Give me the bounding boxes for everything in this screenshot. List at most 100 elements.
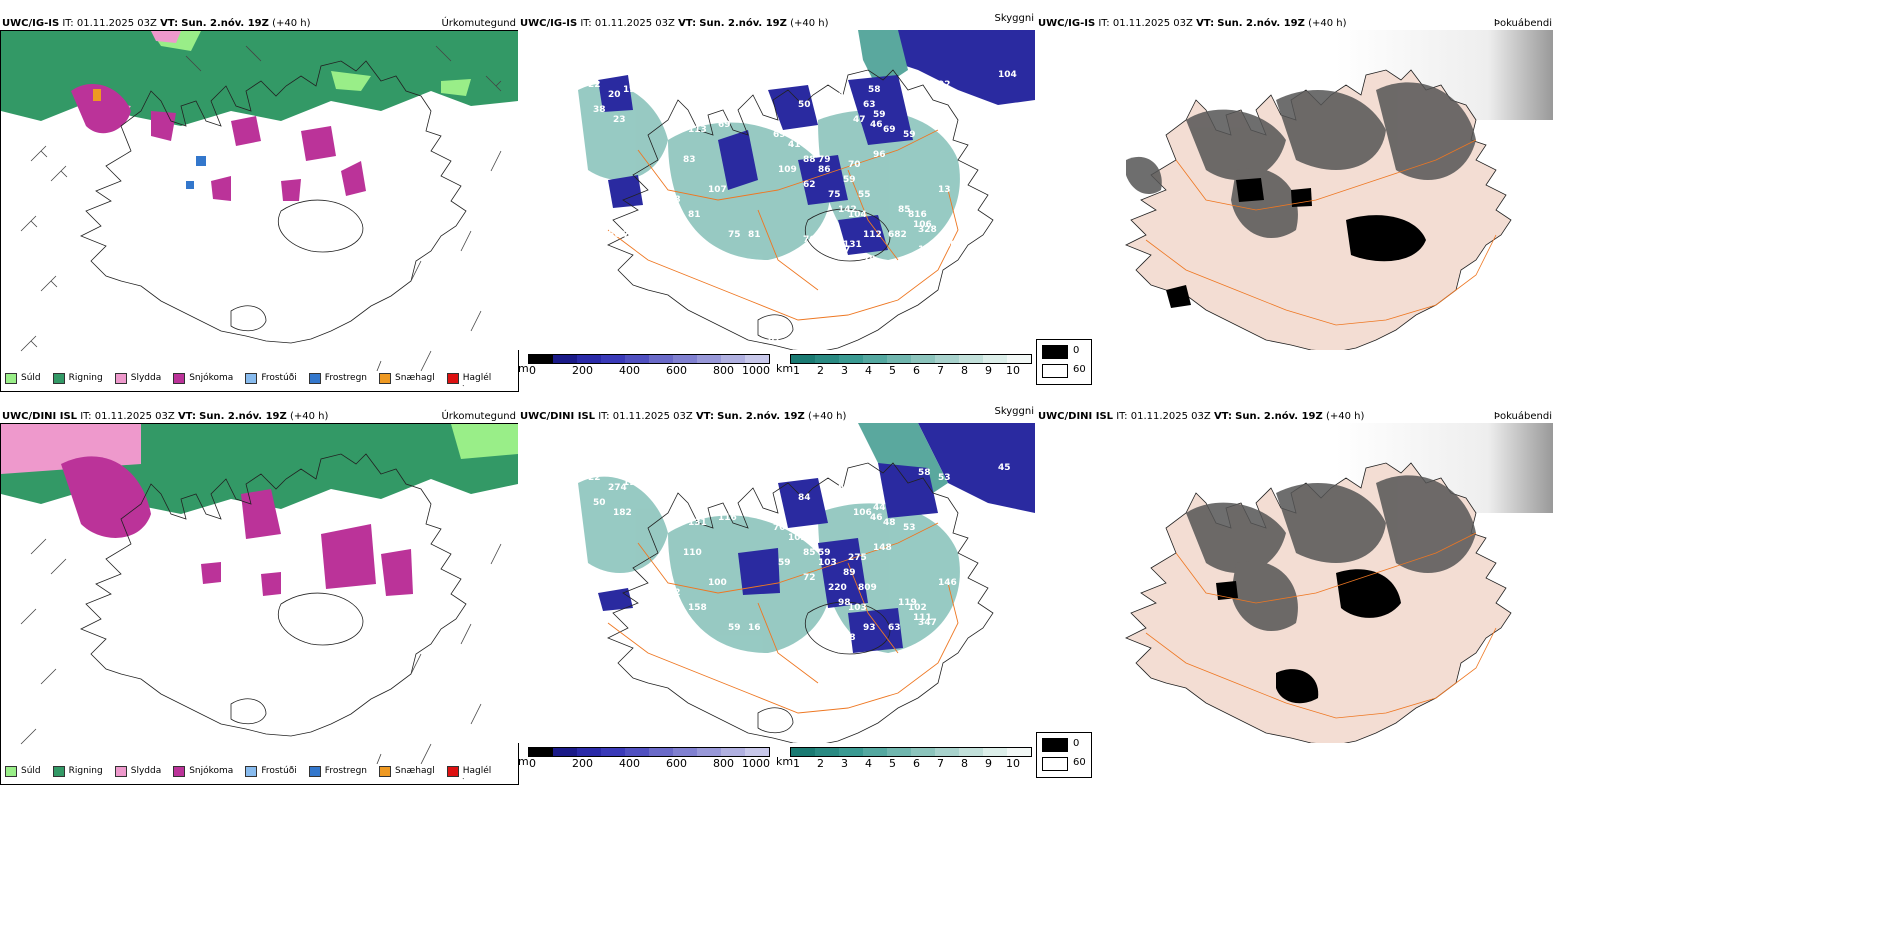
legend-item: Frostúði <box>245 765 297 777</box>
ceiling-colorbar <box>528 354 770 364</box>
ceiling-tick: 0 <box>529 364 536 377</box>
ceiling-value-label: 12 <box>668 588 681 598</box>
ceiling-value-label: 158 <box>688 603 707 613</box>
ceiling-value-label: 67 <box>863 493 876 503</box>
it-value: 01.11.2025 03Z <box>594 18 675 29</box>
vt-label: VT: <box>1213 411 1232 422</box>
ceiling-value-label: 106 <box>853 508 872 518</box>
ceiling-value-label: 109 <box>778 165 797 175</box>
ceiling-value-label: 76 <box>803 235 816 245</box>
it-label: IT: <box>580 18 592 29</box>
ceiling-value-label: 88 <box>843 633 856 643</box>
legend-item: Frostregn <box>308 372 367 384</box>
model-name: UWC/IG-IS <box>1038 18 1096 29</box>
panel-title: Úrkomutegund <box>441 411 516 422</box>
vis-tick: 10 <box>1006 364 1020 377</box>
ceiling-value-label: 83 <box>683 155 696 165</box>
ceiling-value-label: 98 <box>838 598 851 608</box>
ceiling-map: 22 274 192 50 182 131 116 84 64 96 67 58 53 45 44 106 46… <box>518 423 1035 743</box>
vis-tick: 5 <box>889 757 896 770</box>
ceiling-value-label: 107 <box>708 185 727 195</box>
ceiling-value-label: 44 <box>873 503 886 513</box>
ceiling-value-label: 89 <box>843 568 856 578</box>
ceiling-value-label: 102 <box>788 533 807 543</box>
vt-value: Sun. 2.nóv. 19Z <box>717 411 805 422</box>
vis-tick: 6 <box>913 364 920 377</box>
vis-tick: 4 <box>865 364 872 377</box>
ceiling-value-label: 23 <box>613 115 626 125</box>
ceiling-value-label: 93 <box>863 623 876 633</box>
swatch <box>173 372 186 384</box>
legend-item: Frostregn <box>308 765 367 777</box>
panel-header: UWC/IG-IS IT: 01.11.2025 03Z VT: Sun. 2.… <box>2 17 311 31</box>
ceiling-value-label: 275 <box>848 553 867 563</box>
swatch <box>446 372 459 384</box>
ceiling-value-label: 16 <box>748 623 761 633</box>
ceiling-value-label: 58 <box>918 468 931 478</box>
ceiling-value-label: 53 <box>938 473 951 483</box>
fog-white-value: 60 <box>1073 364 1086 375</box>
model-name: UWC/DINI ISL <box>1038 411 1114 422</box>
ceiling-value-label: 63 <box>863 100 876 110</box>
ceiling-value-label: 113 <box>688 125 707 135</box>
ceiling-value-label: 22 <box>588 80 601 90</box>
ceiling-value-label: 111 <box>913 613 932 623</box>
ceiling-value-label: 682 <box>888 230 907 240</box>
ceiling-value-label: 38 <box>593 105 606 115</box>
ceiling-tick: 200 <box>572 757 593 770</box>
ceiling-value-label: 103 <box>818 558 837 568</box>
vt-value: Sun. 2.nóv. 19Z <box>699 18 787 29</box>
ceiling-value-label: 58 <box>668 195 681 205</box>
ceiling-value-label: 59 <box>873 110 886 120</box>
ceiling-value-label: 116 <box>908 255 927 265</box>
drizzle-area <box>151 31 471 96</box>
precip-legend: Súld Rigning Slydda Snjókoma Frostúði Fr… <box>5 371 505 385</box>
ceiling-value-label: 104 <box>998 70 1017 80</box>
vis-tick: 9 <box>985 364 992 377</box>
ceiling-value-label: 59 <box>843 175 856 185</box>
ceiling-value-label: 69 <box>773 130 786 140</box>
legend-item: Snæhagl <box>379 372 435 384</box>
vis-tick: 6 <box>913 757 920 770</box>
ceiling-tick: 800 <box>713 757 734 770</box>
ceiling-value-label: 328 <box>918 225 937 235</box>
swatch <box>379 372 392 384</box>
ceiling-value-label: 103 <box>848 603 867 613</box>
lead-time: (+40 h) <box>272 18 311 29</box>
sleet-area <box>101 31 181 121</box>
ceiling-value-label: 19 <box>623 85 636 95</box>
visibility-scale: km 1 2 3 4 5 6 7 8 9 10 <box>776 354 1036 384</box>
ceiling-tick: 800 <box>713 364 734 377</box>
ceiling-value-label: 192 <box>623 478 642 488</box>
ceiling-value-label: 131 <box>843 240 862 250</box>
ceiling-value-label: 51 <box>578 235 591 245</box>
ceiling-value-label: 72 <box>803 573 816 583</box>
ceiling-value-label: 274 <box>608 483 627 493</box>
ceiling-value-label: 48 <box>883 518 896 528</box>
ceiling-value-label: 220 <box>828 583 847 593</box>
ceiling-value-label: 62 <box>803 180 816 190</box>
ceiling-panel-row1: UWC/IG-IS IT: 01.11.2025 03Z VT: Sun. 2.… <box>518 12 1038 392</box>
fog-legend: 0 60 <box>1036 732 1092 778</box>
fog-black-value: 0 <box>1073 345 1080 356</box>
vt-label: VT: <box>678 18 697 29</box>
panel-title: Skyggni <box>994 406 1034 417</box>
swatch <box>5 765 17 777</box>
ceiling-value-label: 12 <box>918 245 931 255</box>
ceiling-value-label: 45 <box>838 90 851 100</box>
legend-item: Snjókoma <box>173 372 233 384</box>
ceiling-value-label: 81 <box>748 230 761 240</box>
swatch <box>379 765 392 777</box>
ceiling-value-label: 22 <box>588 473 601 483</box>
panel-title: Úrkomutegund <box>441 18 516 29</box>
swatch <box>173 765 186 777</box>
visibility-colorbar <box>790 747 1032 757</box>
panel-header: UWC/DINI ISL IT: 01.11.2025 03Z VT: Sun.… <box>1038 410 1364 424</box>
vt-label: VT: <box>695 411 714 422</box>
vis-tick: 8 <box>961 757 968 770</box>
ceiling-value-label: 75 <box>728 230 741 240</box>
vt-value: Sun. 2.nóv. 19Z <box>199 411 287 422</box>
fog-legend: 0 60 <box>1036 339 1092 385</box>
ceiling-value-label: 102 <box>908 603 927 613</box>
swatch <box>308 765 321 777</box>
